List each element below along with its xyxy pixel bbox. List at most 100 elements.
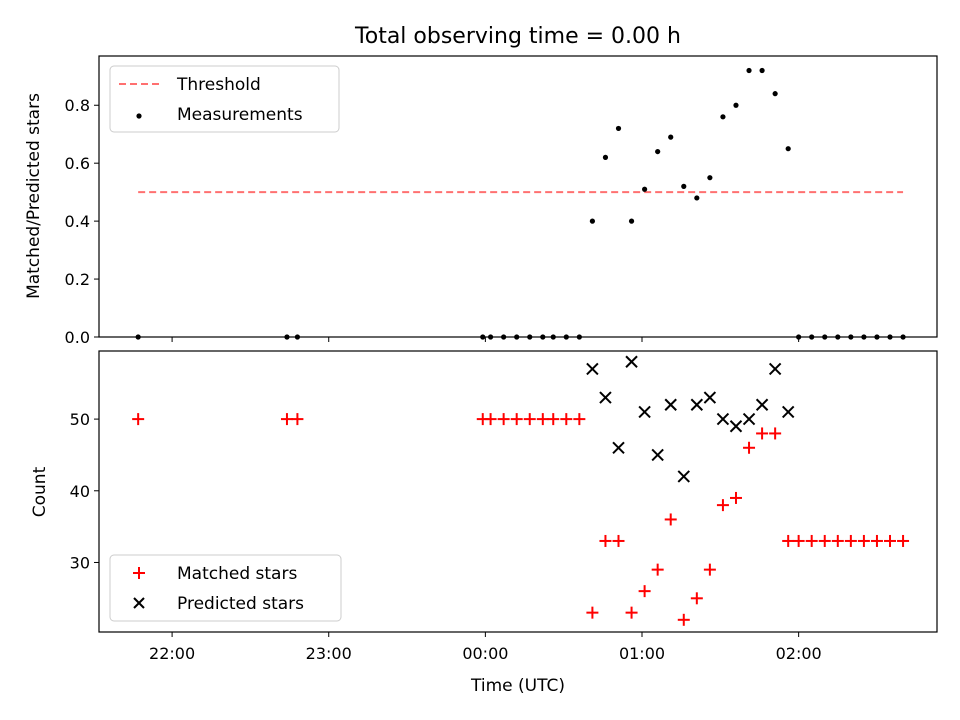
x-tick-label: 22:00	[149, 644, 195, 663]
legend-matched-label: Matched stars	[177, 564, 297, 584]
measurement-point	[681, 183, 687, 189]
y-tick-label: 0.2	[65, 270, 90, 289]
matched-stars-point	[703, 563, 716, 576]
matched-stars-point	[690, 592, 703, 605]
legend-predicted-label: Predicted stars	[177, 594, 304, 614]
matched-stars-point	[612, 534, 625, 547]
x-tick-label: 23:00	[306, 644, 352, 663]
predicted-stars-point	[664, 398, 677, 411]
matched-stars-point	[677, 613, 690, 626]
measurement-point	[655, 148, 661, 155]
bottom-panel: 30 40 50 22:00 23:00 00:00 01:00 02:00 Count T…	[30, 350, 938, 696]
bottom-panel-marks	[132, 355, 910, 626]
matched-stars-point	[857, 534, 870, 547]
top-panel-y-ticks: 0.0 0.2 0.4 0.6 0.8	[65, 96, 99, 347]
legend-frame	[109, 554, 342, 622]
y-tick-label: 30	[70, 553, 90, 572]
x-tick-label: 01:00	[619, 644, 665, 663]
x-tick-label: 00:00	[462, 644, 508, 663]
predicted-stars-point	[651, 448, 664, 462]
predicted-stars-point	[703, 391, 717, 404]
y-tick-label: 50	[70, 410, 90, 429]
predicted-stars-point	[599, 391, 612, 404]
matched-stars-point	[547, 413, 560, 426]
y-tick-label: 0.4	[65, 212, 90, 231]
matched-stars-point	[586, 606, 599, 619]
predicted-stars-point	[716, 412, 730, 426]
matched-stars-point	[844, 534, 857, 547]
measurement-point	[733, 102, 739, 108]
matched-stars-point	[280, 413, 293, 426]
matched-stars-point	[664, 513, 677, 526]
matched-stars-point	[805, 534, 818, 547]
matched-stars-point	[897, 534, 910, 547]
predicted-stars-point	[781, 405, 795, 419]
measurement-point	[642, 186, 648, 192]
matched-stars-point	[792, 534, 805, 547]
predicted-stars-point	[612, 441, 625, 454]
predicted-stars-point	[690, 398, 704, 411]
y-tick-label: 0.6	[65, 154, 90, 173]
bottom-panel-y-ticks: 30 40 50	[70, 410, 99, 572]
measurement-point	[785, 146, 791, 152]
matched-stars-point	[484, 413, 497, 426]
bottom-panel-legend: Matched stars Predicted stars	[109, 554, 342, 622]
matched-stars-point	[510, 413, 523, 426]
matched-stars-point	[716, 499, 729, 512]
predicted-stars-point	[638, 405, 651, 419]
matched-stars-point	[573, 413, 586, 426]
matched-stars-point	[756, 427, 769, 440]
measurement-point	[668, 134, 674, 140]
measurement-point	[720, 114, 726, 120]
bottom-panel-y-axis-label: Count	[30, 466, 50, 517]
matched-stars-point	[651, 563, 664, 576]
measurement-point	[694, 195, 700, 201]
predicted-stars-point	[586, 362, 599, 376]
legend-predicted-swatch	[133, 597, 145, 609]
legend-measurements-swatch	[136, 113, 142, 119]
predicted-stars-point	[677, 470, 690, 483]
top-panel-x-ticks	[171, 337, 800, 342]
matched-stars-point	[291, 413, 304, 426]
matched-stars-point	[831, 534, 844, 547]
matched-stars-point	[729, 491, 742, 504]
matched-stars-point	[536, 413, 549, 426]
measurement-point	[707, 175, 713, 181]
predicted-stars-point	[742, 412, 756, 426]
top-panel-frame	[98, 55, 938, 338]
predicted-stars-point	[729, 420, 743, 433]
matched-stars-point	[625, 606, 638, 619]
top-panel-y-axis-label: Matched/Predicted stars	[24, 93, 44, 299]
predicted-stars-point	[625, 355, 638, 368]
matched-stars-point	[638, 585, 651, 598]
legend-measurements-label: Measurements	[177, 105, 303, 125]
matched-stars-point	[769, 427, 782, 440]
x-tick-label: 02:00	[776, 644, 822, 663]
measurement-point	[759, 67, 765, 74]
top-panel: 0.00.20.40.60.8 Matched/Predicted stars …	[24, 55, 938, 347]
matched-stars-point	[743, 441, 756, 454]
bottom-panel-frame	[98, 350, 938, 633]
measurement-point	[589, 218, 596, 224]
matched-stars-point	[599, 534, 612, 547]
legend-matched-swatch	[133, 567, 145, 579]
measurement-point	[602, 154, 609, 160]
bottom-panel-x-ticks: 22:00 23:00 00:00 01:00 02:00	[149, 632, 822, 663]
x-axis-label: Time (UTC)	[470, 676, 565, 696]
matched-stars-point	[818, 534, 831, 547]
predicted-stars-point	[768, 362, 782, 376]
top-panel-legend: Threshold Measurements	[109, 65, 340, 133]
matched-stars-point	[870, 534, 883, 547]
measurement-point	[772, 91, 778, 97]
measurement-point	[628, 218, 635, 224]
y-tick-label: 0.0	[65, 328, 90, 347]
legend-frame	[109, 65, 340, 133]
matched-stars-point	[132, 413, 145, 426]
predicted-stars-point	[755, 398, 769, 411]
y-tick-label: 40	[70, 482, 90, 501]
measurement-point	[615, 125, 622, 132]
matched-stars-point	[782, 534, 795, 547]
matched-stars-point	[884, 534, 897, 547]
matched-stars-point	[497, 413, 510, 426]
